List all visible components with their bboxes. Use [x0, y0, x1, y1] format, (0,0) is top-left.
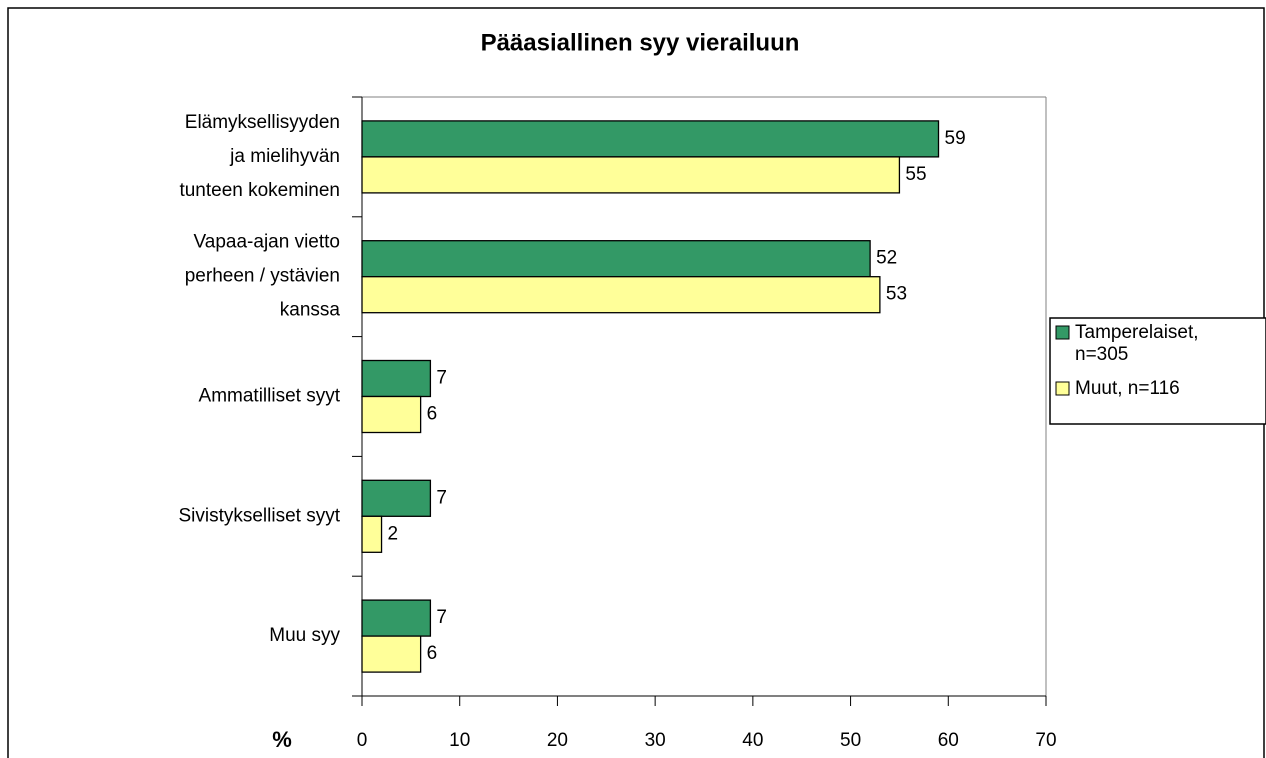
bar: [361, 479, 432, 517]
x-tick-label: 70: [1035, 730, 1056, 751]
x-tick-label: 0: [357, 730, 368, 751]
y-tick-label: Muu syy: [269, 625, 340, 646]
legend-swatch: [1055, 381, 1070, 396]
x-tick-label: 50: [840, 730, 861, 751]
legend-box: [1049, 317, 1266, 425]
bar: [361, 359, 432, 398]
x-tick-label: 40: [742, 730, 763, 751]
bar: [361, 515, 383, 553]
data-label: 6: [427, 643, 438, 664]
data-label: 59: [945, 128, 966, 149]
data-label: 7: [436, 487, 447, 508]
y-tick-label: Ammatilliset syyt: [199, 386, 341, 407]
x-tick-label: 30: [645, 730, 666, 751]
data-label: 53: [886, 284, 907, 305]
data-label: 55: [905, 164, 926, 185]
y-tick-label: Sivistykselliset syyt: [178, 505, 340, 526]
bar: [361, 156, 901, 194]
chart-title: Pääasiallinen syy vierailuun: [481, 29, 800, 56]
data-label: 7: [436, 607, 447, 628]
legend-label: Muut, n=116: [1075, 378, 1180, 399]
data-label: 2: [388, 523, 399, 544]
bar: [361, 276, 881, 314]
x-tick-label: 10: [449, 730, 470, 751]
bar: [361, 599, 432, 637]
data-label: 6: [427, 404, 438, 425]
data-label: 7: [436, 368, 447, 389]
data-label: 52: [876, 248, 897, 269]
y-tick-label: Elämyksellisyyden ja mielihyvän tunteen ko…: [179, 112, 340, 201]
x-axis-label: %: [272, 727, 292, 752]
legend-swatch: [1055, 325, 1070, 340]
x-tick-label: 60: [938, 730, 959, 751]
legend-label: Tamperelaiset, n=305: [1075, 322, 1199, 365]
bar: [361, 395, 422, 434]
bar: [361, 635, 422, 673]
x-tick-label: 20: [547, 730, 568, 751]
bar: [361, 120, 940, 158]
y-tick-label: Vapaa-ajan vietto perheen / ystävien kanss…: [185, 232, 341, 321]
bar: [361, 240, 871, 278]
